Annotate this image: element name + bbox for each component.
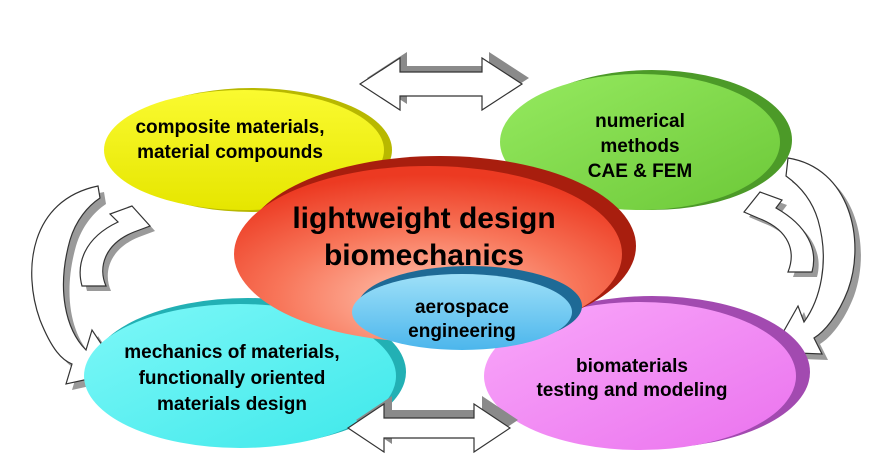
ellipse-numerical-methods	[500, 70, 792, 210]
label-numerical-line-3: CAE & FEM	[588, 161, 693, 182]
bottom-double-arrow	[346, 396, 518, 454]
label-center-line-2: biomechanics	[324, 239, 524, 272]
label-center-line-1: lightweight design	[292, 202, 555, 235]
label-aerospace-line-1: aerospace	[415, 297, 509, 318]
label-mechanics-line-2: functionally oriented	[139, 368, 326, 389]
left-inner-curved-arrow	[79, 205, 155, 291]
top-double-arrow	[358, 52, 529, 112]
label-biomaterials-line-1: biomaterials	[576, 356, 688, 377]
label-mechanics-line-3: materials design	[157, 394, 307, 415]
label-biomaterials-line-2: testing and modeling	[536, 380, 727, 401]
label-composite-line-1: composite materials,	[135, 117, 324, 138]
ellipse-mechanics-of-materials	[84, 298, 406, 448]
label-aerospace-line-2: engineering	[408, 321, 516, 342]
ellipse-biomaterials	[484, 296, 810, 450]
label-composite-line-2: material compounds	[137, 142, 323, 163]
ellipse-aerospace-engineering	[352, 266, 582, 350]
label-numerical-line-1: numerical	[595, 111, 685, 132]
label-mechanics-line-1: mechanics of materials,	[124, 342, 339, 363]
right-inner-curved-arrow	[743, 191, 819, 277]
label-numerical-line-2: methods	[600, 136, 679, 157]
right-outer-curved-arrow	[770, 157, 861, 360]
